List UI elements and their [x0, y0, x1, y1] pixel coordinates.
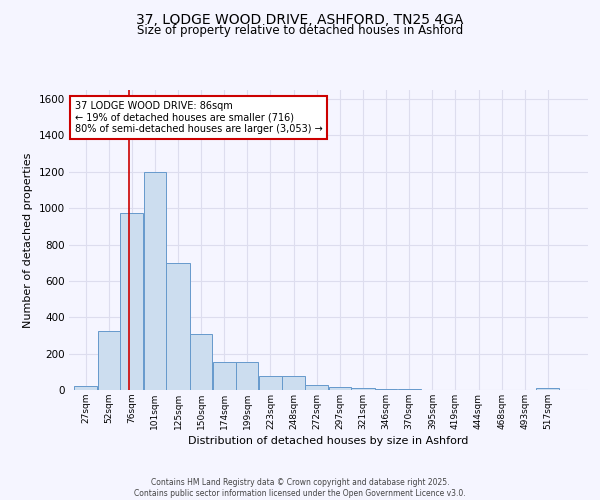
- Bar: [375, 389, 397, 390]
- Text: Size of property relative to detached houses in Ashford: Size of property relative to detached ho…: [137, 24, 463, 37]
- Bar: [352, 388, 374, 390]
- Bar: [144, 172, 166, 390]
- Bar: [120, 212, 143, 390]
- Bar: [166, 262, 190, 390]
- Bar: [259, 376, 282, 390]
- Bar: [190, 334, 212, 390]
- Bar: [236, 362, 259, 390]
- X-axis label: Distribution of detached houses by size in Ashford: Distribution of detached houses by size …: [188, 436, 469, 446]
- Bar: [212, 362, 236, 390]
- Bar: [329, 388, 351, 390]
- Bar: [536, 388, 559, 390]
- Bar: [74, 386, 97, 390]
- Y-axis label: Number of detached properties: Number of detached properties: [23, 152, 33, 328]
- Text: 37 LODGE WOOD DRIVE: 86sqm
← 19% of detached houses are smaller (716)
80% of sem: 37 LODGE WOOD DRIVE: 86sqm ← 19% of deta…: [74, 101, 322, 134]
- Bar: [98, 331, 120, 390]
- Bar: [305, 386, 328, 390]
- Bar: [283, 376, 305, 390]
- Bar: [398, 389, 421, 390]
- Text: 37, LODGE WOOD DRIVE, ASHFORD, TN25 4GA: 37, LODGE WOOD DRIVE, ASHFORD, TN25 4GA: [136, 12, 464, 26]
- Text: Contains HM Land Registry data © Crown copyright and database right 2025.
Contai: Contains HM Land Registry data © Crown c…: [134, 478, 466, 498]
